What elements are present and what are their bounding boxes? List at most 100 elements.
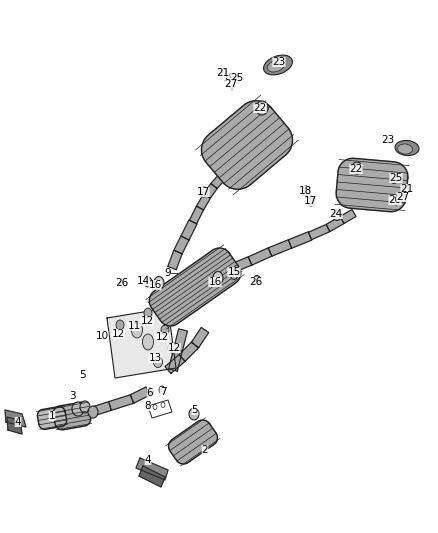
Text: 19: 19 — [223, 73, 236, 83]
Ellipse shape — [398, 144, 413, 154]
Text: 5: 5 — [192, 405, 198, 415]
Ellipse shape — [403, 186, 409, 194]
Ellipse shape — [307, 196, 315, 206]
Ellipse shape — [116, 320, 124, 330]
Ellipse shape — [88, 406, 98, 418]
Ellipse shape — [147, 388, 153, 396]
Ellipse shape — [395, 141, 419, 156]
Ellipse shape — [391, 174, 398, 183]
Ellipse shape — [159, 386, 165, 394]
Ellipse shape — [189, 408, 199, 420]
Text: 13: 13 — [148, 353, 162, 363]
Polygon shape — [174, 236, 189, 254]
Text: 4: 4 — [15, 417, 21, 427]
Polygon shape — [340, 209, 356, 223]
Ellipse shape — [234, 75, 240, 83]
Text: 5: 5 — [80, 370, 86, 380]
Text: 1: 1 — [49, 411, 55, 421]
Polygon shape — [173, 329, 187, 351]
Ellipse shape — [393, 197, 399, 205]
Polygon shape — [136, 458, 168, 480]
Text: 12: 12 — [167, 343, 180, 353]
Text: 17: 17 — [304, 196, 317, 206]
Polygon shape — [197, 194, 210, 210]
Ellipse shape — [213, 271, 223, 285]
Polygon shape — [7, 417, 22, 434]
Polygon shape — [169, 420, 217, 464]
Text: 7: 7 — [160, 387, 166, 397]
Polygon shape — [211, 174, 225, 189]
Ellipse shape — [154, 277, 164, 289]
Text: 2: 2 — [201, 445, 208, 455]
Text: 23: 23 — [381, 135, 395, 145]
Text: 23: 23 — [272, 57, 286, 67]
Ellipse shape — [161, 402, 165, 408]
Polygon shape — [53, 402, 91, 430]
Ellipse shape — [267, 60, 285, 72]
Text: 22: 22 — [350, 164, 363, 174]
Ellipse shape — [120, 279, 127, 287]
Ellipse shape — [225, 75, 231, 83]
Text: 25: 25 — [230, 73, 244, 83]
Ellipse shape — [302, 186, 310, 196]
Ellipse shape — [80, 401, 90, 413]
Text: 21: 21 — [400, 184, 413, 194]
Ellipse shape — [332, 209, 342, 221]
Text: 17: 17 — [196, 187, 210, 197]
Text: 18: 18 — [298, 186, 311, 196]
Ellipse shape — [229, 81, 235, 89]
Polygon shape — [248, 248, 272, 265]
Ellipse shape — [144, 277, 152, 287]
Ellipse shape — [168, 343, 176, 353]
Text: 16: 16 — [208, 277, 222, 287]
Ellipse shape — [264, 55, 293, 75]
Polygon shape — [168, 251, 182, 270]
Polygon shape — [87, 402, 111, 417]
Polygon shape — [226, 257, 252, 274]
Polygon shape — [288, 232, 312, 248]
Polygon shape — [149, 248, 240, 326]
Text: 27: 27 — [396, 192, 410, 202]
Ellipse shape — [200, 187, 208, 197]
Ellipse shape — [131, 322, 142, 338]
Text: 16: 16 — [148, 280, 162, 290]
Polygon shape — [169, 349, 182, 371]
Polygon shape — [308, 224, 330, 240]
Ellipse shape — [230, 271, 237, 279]
Polygon shape — [5, 410, 26, 427]
Ellipse shape — [142, 334, 153, 350]
Text: 9: 9 — [165, 268, 171, 278]
Text: 3: 3 — [69, 391, 75, 401]
Ellipse shape — [221, 69, 227, 77]
Text: 26: 26 — [249, 277, 263, 287]
Text: 12: 12 — [155, 332, 169, 342]
Ellipse shape — [144, 308, 152, 318]
Polygon shape — [179, 342, 198, 361]
Text: 4: 4 — [145, 455, 151, 465]
Polygon shape — [181, 220, 197, 240]
Ellipse shape — [352, 162, 362, 174]
Polygon shape — [201, 101, 293, 189]
Text: 24: 24 — [329, 209, 343, 219]
Text: 8: 8 — [145, 401, 151, 411]
Text: 12: 12 — [140, 316, 154, 326]
Polygon shape — [165, 354, 185, 374]
Polygon shape — [107, 308, 176, 378]
Polygon shape — [189, 206, 204, 224]
Ellipse shape — [256, 101, 268, 115]
Text: 10: 10 — [95, 331, 109, 341]
Ellipse shape — [153, 405, 157, 409]
Polygon shape — [204, 184, 217, 198]
Text: 6: 6 — [147, 388, 153, 398]
Polygon shape — [268, 240, 292, 256]
Ellipse shape — [161, 325, 169, 335]
Text: 14: 14 — [136, 276, 150, 286]
Polygon shape — [336, 158, 408, 212]
Ellipse shape — [72, 402, 84, 416]
Text: 15: 15 — [227, 267, 240, 277]
Polygon shape — [37, 407, 67, 429]
Ellipse shape — [400, 194, 406, 202]
Text: 20: 20 — [389, 195, 402, 205]
Text: 25: 25 — [389, 173, 403, 183]
Text: 27: 27 — [224, 79, 238, 89]
